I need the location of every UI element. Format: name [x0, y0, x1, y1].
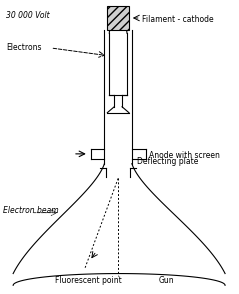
- Text: Filament - cathode: Filament - cathode: [142, 16, 213, 24]
- Text: Fluorescent point: Fluorescent point: [55, 276, 122, 285]
- Text: Anode with screen: Anode with screen: [149, 151, 219, 160]
- Bar: [107, 6, 129, 30]
- Text: 30 000 Volt: 30 000 Volt: [6, 11, 50, 21]
- Text: Gun: Gun: [158, 276, 174, 285]
- Text: Electrons: Electrons: [6, 44, 42, 52]
- Text: Deflecting plate: Deflecting plate: [137, 157, 198, 166]
- Text: Electron beam: Electron beam: [3, 206, 59, 215]
